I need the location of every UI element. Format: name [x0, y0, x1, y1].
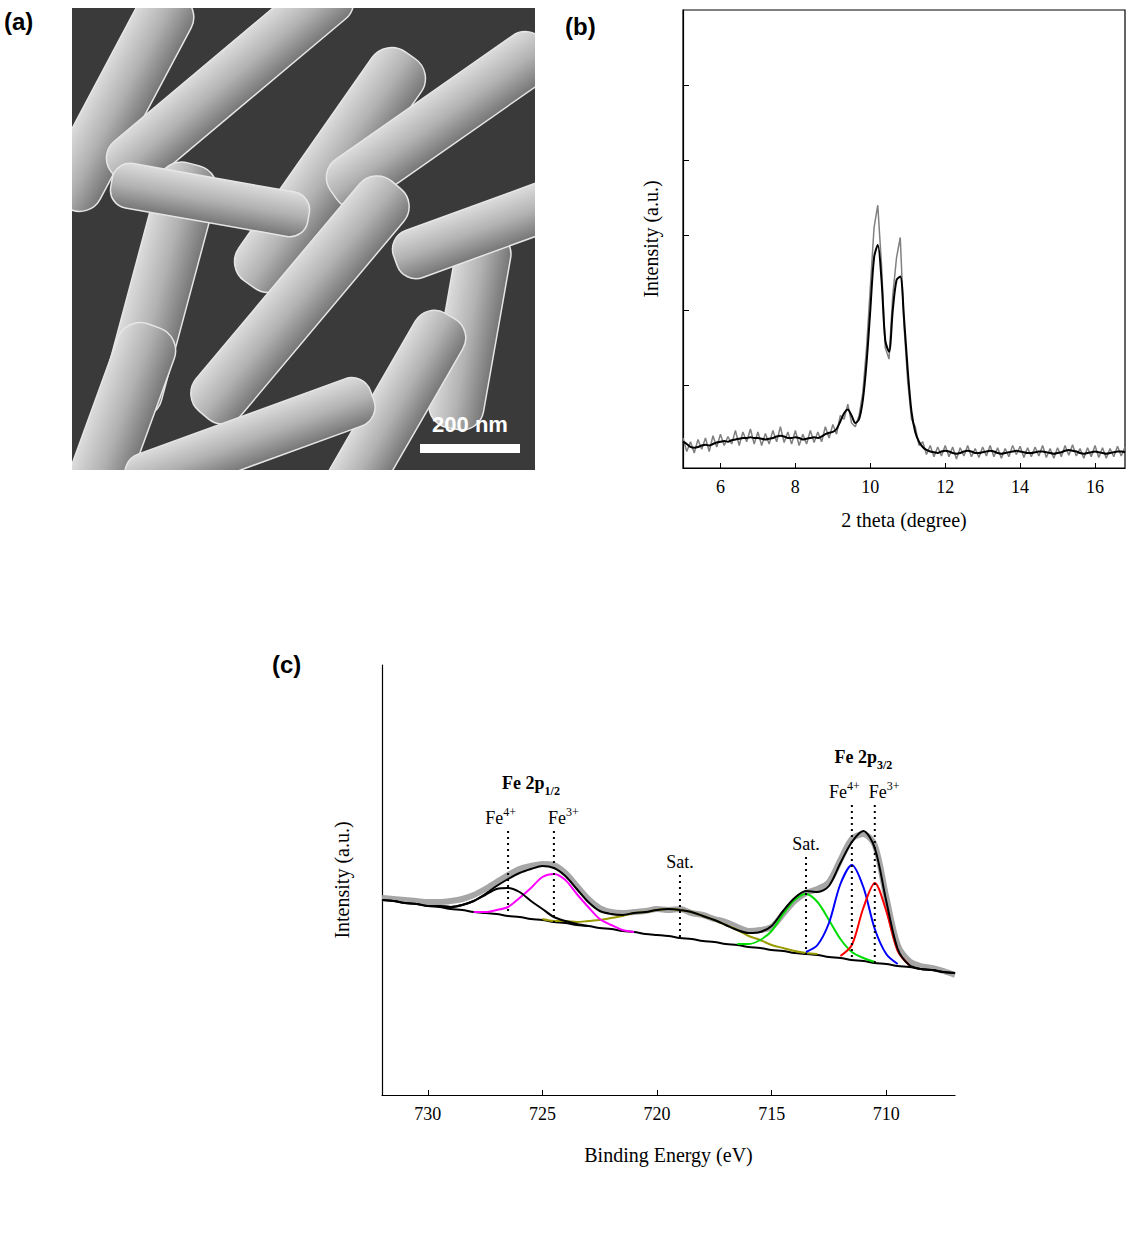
svg-text:(c): (c) [272, 651, 301, 678]
svg-text:720: 720 [644, 1104, 671, 1124]
svg-text:Sat.: Sat. [666, 852, 694, 872]
svg-text:Intensity (a.u.): Intensity (a.u.) [331, 821, 354, 938]
svg-text:6: 6 [716, 477, 725, 497]
svg-text:3+: 3+ [887, 779, 900, 793]
svg-text:12: 12 [936, 477, 954, 497]
svg-text:200 nm: 200 nm [432, 412, 508, 437]
svg-text:Fe 2p: Fe 2p [834, 747, 877, 767]
svg-text:(b): (b) [565, 13, 596, 40]
svg-text:Sat.: Sat. [792, 834, 820, 854]
svg-text:8: 8 [791, 477, 800, 497]
svg-text:4+: 4+ [847, 779, 860, 793]
svg-text:(a): (a) [4, 8, 33, 35]
svg-text:3/2: 3/2 [877, 758, 892, 772]
svg-text:715: 715 [758, 1104, 785, 1124]
svg-text:16: 16 [1086, 477, 1104, 497]
svg-text:710: 710 [873, 1104, 900, 1124]
svg-text:Intensity (a.u.): Intensity (a.u.) [640, 180, 663, 297]
svg-text:Binding Energy (eV): Binding Energy (eV) [584, 1144, 753, 1167]
svg-text:Fe: Fe [548, 808, 566, 828]
svg-text:2 theta (degree): 2 theta (degree) [841, 509, 966, 532]
svg-text:725: 725 [529, 1104, 556, 1124]
svg-text:Fe: Fe [829, 782, 847, 802]
svg-text:10: 10 [861, 477, 879, 497]
svg-text:14: 14 [1011, 477, 1029, 497]
svg-text:Fe: Fe [869, 782, 887, 802]
svg-text:1/2: 1/2 [545, 784, 560, 798]
svg-text:Fe: Fe [485, 808, 503, 828]
svg-text:3+: 3+ [566, 805, 579, 819]
svg-text:4+: 4+ [503, 805, 516, 819]
svg-text:Fe 2p: Fe 2p [502, 773, 545, 793]
svg-text:730: 730 [414, 1104, 441, 1124]
